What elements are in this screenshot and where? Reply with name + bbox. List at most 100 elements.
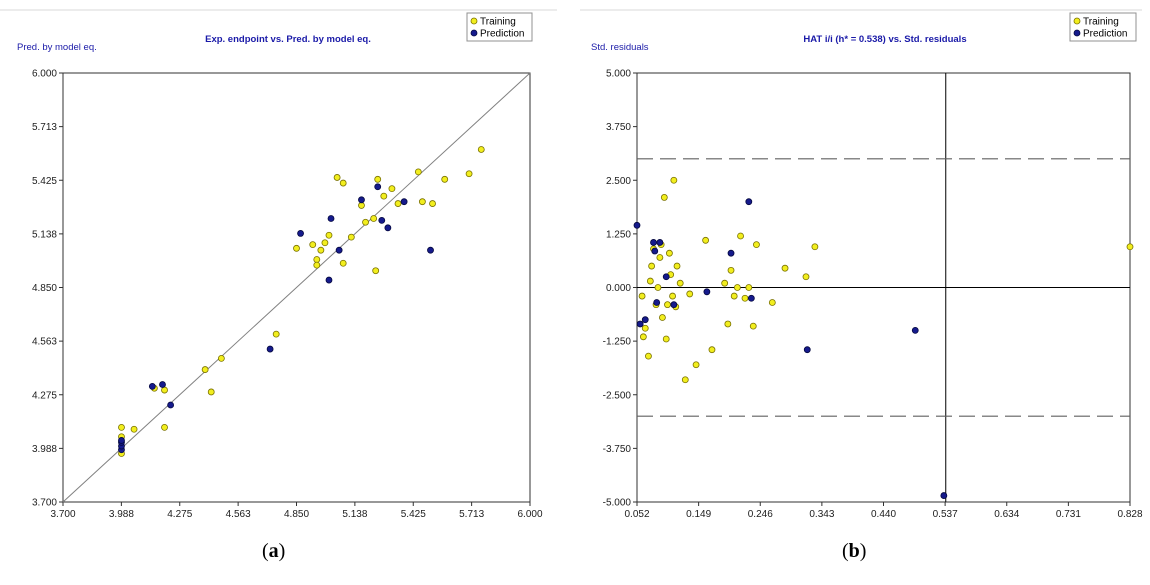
legend-training-label: Training <box>1083 17 1119 28</box>
prediction-point <box>384 224 392 232</box>
prediction-point <box>747 294 755 302</box>
y-tick-label: -3.750 <box>603 444 632 455</box>
prediction-point <box>374 183 382 191</box>
panel-label-a: (a) <box>262 540 285 563</box>
x-tick-label: 0.634 <box>994 509 1019 520</box>
prediction-point <box>378 216 386 224</box>
training-point <box>638 292 646 300</box>
training-point <box>293 244 300 252</box>
training-point <box>362 218 369 226</box>
training-point <box>646 277 654 285</box>
x-tick-label: 5.138 <box>342 509 367 520</box>
training-point <box>753 241 760 249</box>
x-tick-label: 0.246 <box>748 509 773 520</box>
training-point <box>161 423 168 431</box>
training-point <box>313 256 321 263</box>
x-tick-label: 4.275 <box>167 509 192 520</box>
prediction-point <box>651 247 659 255</box>
training-point <box>724 320 732 328</box>
training-point <box>201 366 209 373</box>
training-point <box>130 425 138 433</box>
training-point <box>429 200 436 207</box>
chart-panel-a: Exp. endpoint vs. Pred. by model eq. Pred… <box>0 0 565 585</box>
chart-a-svg: Exp. endpoint vs. Pred. by model eq. Pred… <box>0 9 557 520</box>
training-point <box>669 292 676 300</box>
training-point <box>659 314 666 321</box>
panel-label-a-close: ) <box>278 540 286 562</box>
training-point <box>654 284 662 291</box>
x-tick-label: 5.713 <box>459 509 484 520</box>
y-axis-label: Pred. by model eq. <box>17 42 97 53</box>
prediction-point <box>400 198 408 206</box>
prediction-point <box>325 276 333 284</box>
y-tick-label: 6.000 <box>32 69 57 80</box>
training-point <box>118 423 125 431</box>
training-point <box>339 259 347 267</box>
legend-training-label: Training <box>480 17 516 28</box>
legend-box <box>466 12 533 42</box>
x-tick-label: 3.700 <box>50 509 75 520</box>
panel-label-b-letter: b <box>848 540 860 562</box>
prediction-point <box>118 437 125 444</box>
x-tick-label: 4.850 <box>284 509 309 520</box>
y-tick-label: 0.000 <box>606 283 631 294</box>
panel-label-b: (b) <box>842 540 866 563</box>
legend-training-marker <box>1073 17 1081 25</box>
y-axis-label: Std. residuals <box>591 42 649 53</box>
prediction-point <box>670 301 678 309</box>
training-point <box>372 267 380 275</box>
y-tick-label: 5.425 <box>32 176 57 187</box>
training-point <box>641 324 649 332</box>
prediction-point <box>636 320 644 328</box>
training-point <box>207 388 215 396</box>
y-tick-label: 5.000 <box>606 69 631 80</box>
training-point <box>702 236 710 244</box>
training-point <box>441 175 449 183</box>
training-point <box>394 200 402 207</box>
training-point <box>333 174 341 181</box>
training-point <box>676 279 684 287</box>
legend-prediction-label: Prediction <box>1083 29 1127 40</box>
prediction-point <box>633 221 641 229</box>
prediction-point <box>745 198 753 206</box>
prediction-point <box>335 246 343 254</box>
training-point <box>656 254 664 261</box>
y-tick-label: 4.563 <box>32 337 57 348</box>
training-point <box>733 284 741 291</box>
prediction-point <box>427 246 434 254</box>
prediction-point <box>727 249 735 257</box>
panel-label-a-open: ( <box>262 540 269 562</box>
chart-b-svg: HAT i/i (h* = 0.538) vs. Std. residuals S… <box>580 9 1143 520</box>
training-point <box>1126 243 1134 251</box>
panel-label-b-close: ) <box>859 540 867 562</box>
x-tick-label: 0.731 <box>1056 509 1081 520</box>
training-point <box>811 243 819 251</box>
training-point <box>374 175 382 183</box>
training-point <box>730 292 738 300</box>
x-tick-label: 5.425 <box>401 509 426 520</box>
y-tick-label: 4.850 <box>32 283 57 294</box>
x-tick-label: 4.563 <box>226 509 251 520</box>
training-point <box>272 330 280 338</box>
legend-prediction-label: Prediction <box>480 29 524 40</box>
y-tick-label: 4.275 <box>32 390 57 401</box>
prediction-point <box>803 346 811 354</box>
training-point <box>648 262 656 270</box>
chart-panel-b: HAT i/i (h* = 0.538) vs. Std. residuals S… <box>580 0 1150 585</box>
prediction-point <box>167 401 175 409</box>
training-point <box>380 192 388 200</box>
prediction-point <box>911 326 919 334</box>
chart-title: Exp. endpoint vs. Pred. by model eq. <box>205 34 371 45</box>
training-point <box>802 273 810 281</box>
prediction-point <box>940 492 948 499</box>
training-point <box>414 168 422 176</box>
training-point <box>745 284 753 291</box>
training-point <box>370 215 378 222</box>
training-point <box>358 202 365 209</box>
prediction-point <box>656 239 664 246</box>
training-point <box>325 231 333 239</box>
identity-line <box>62 72 531 503</box>
training-point <box>673 262 681 270</box>
training-point <box>317 246 325 254</box>
x-tick-label: 0.149 <box>686 509 711 520</box>
